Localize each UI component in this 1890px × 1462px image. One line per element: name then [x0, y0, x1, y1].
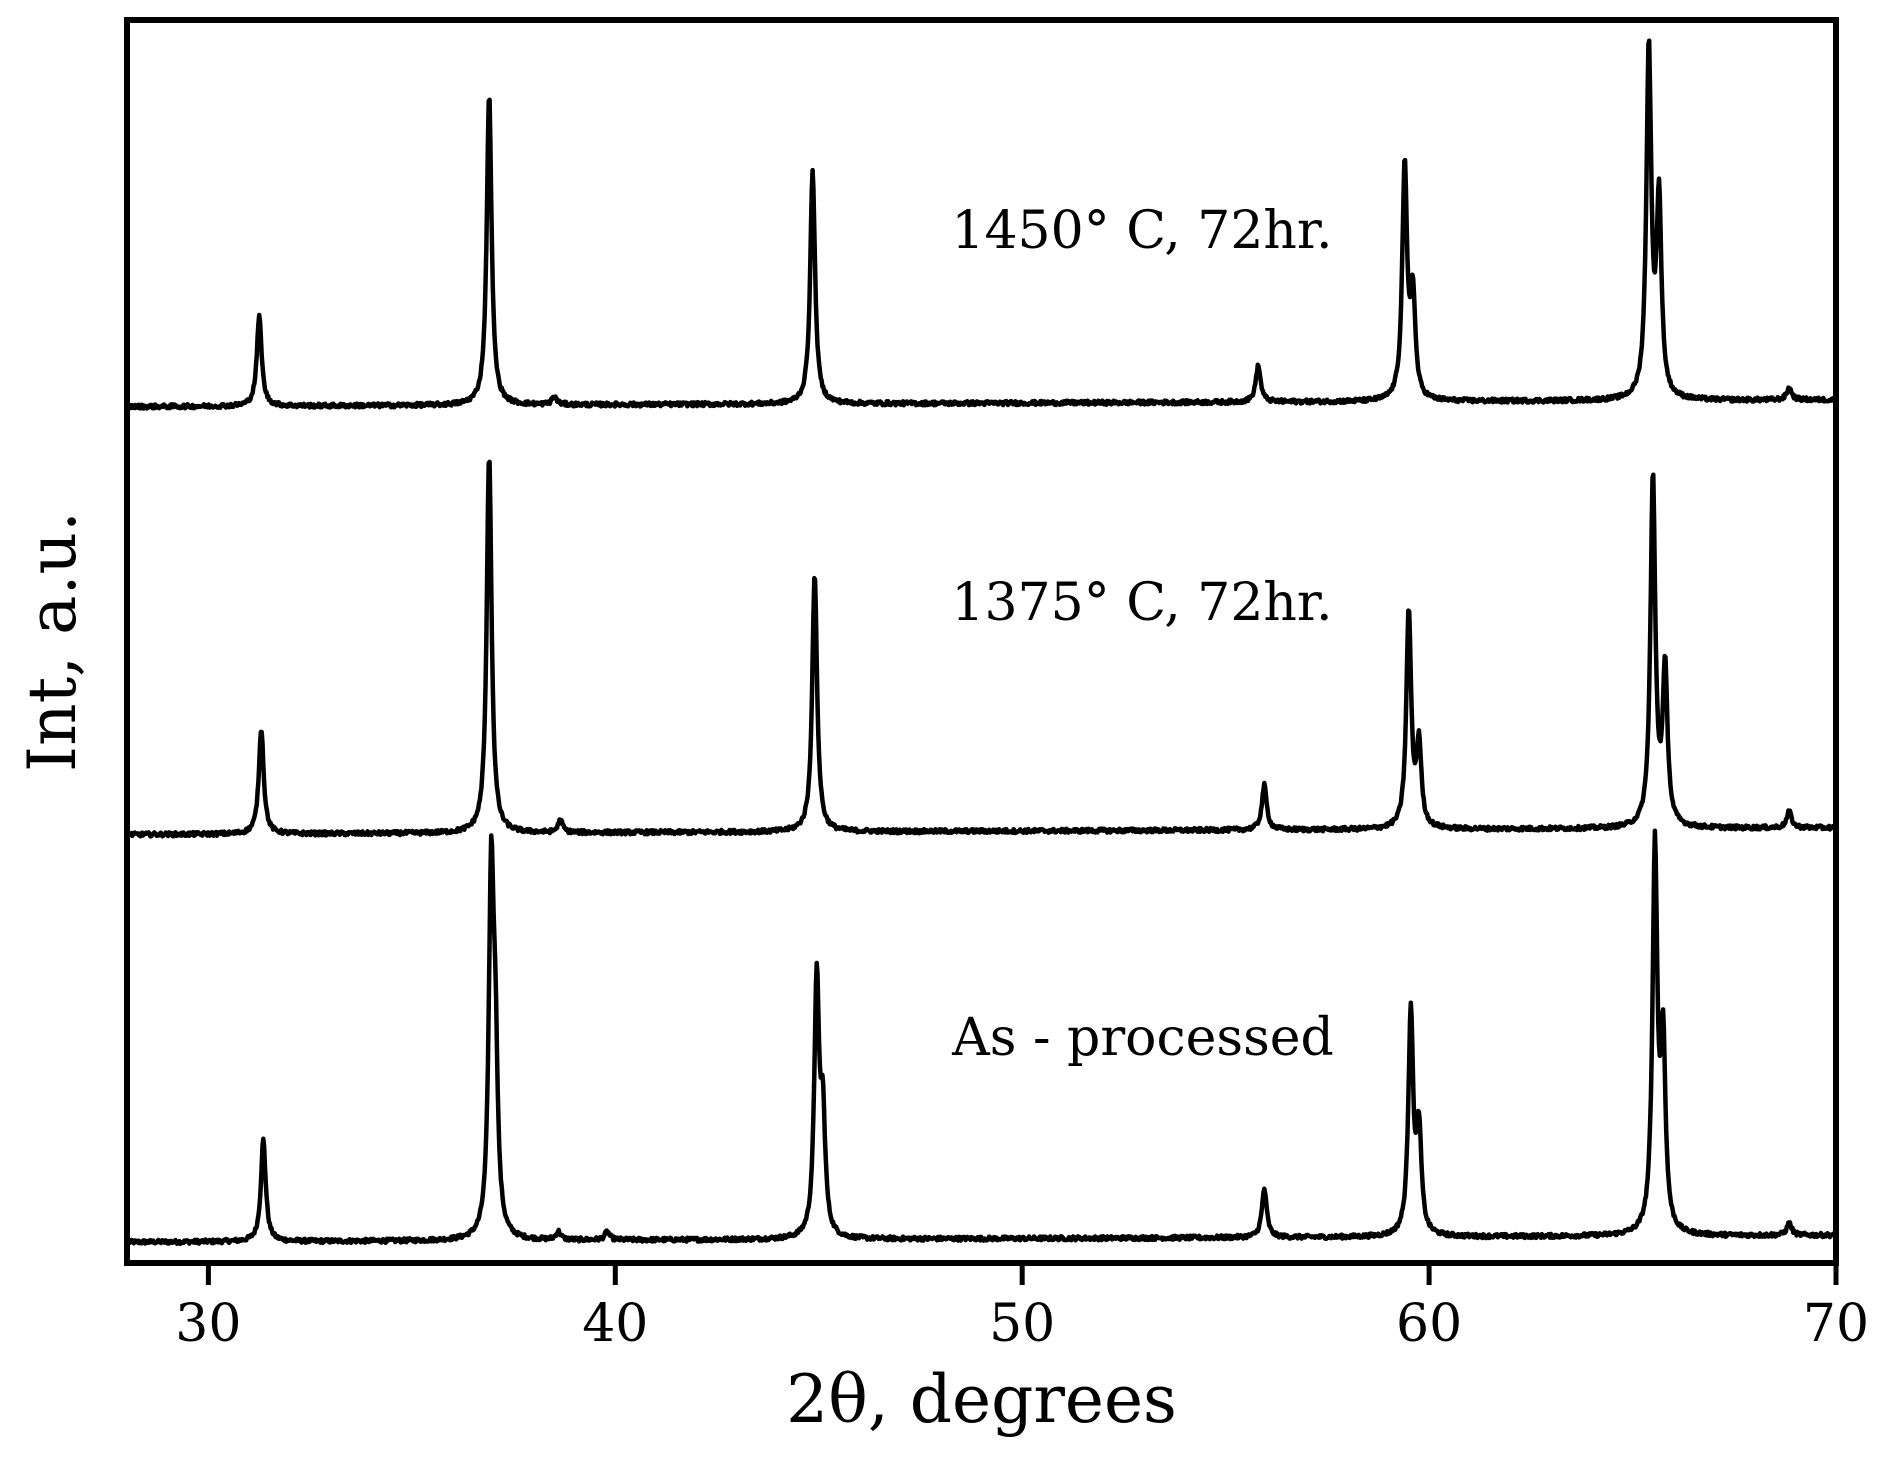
series-line-2	[126, 38, 1838, 411]
x-axis-title: 2θ, degrees	[786, 1361, 1177, 1438]
series-annotations: As - processed 1375° C, 72hr. 1450° C, 72h…	[951, 201, 1334, 1068]
series-line-1	[126, 459, 1838, 839]
y-axis-title: Int, a.u.	[14, 511, 91, 772]
series-annotation-1: 1375° C, 72hr.	[951, 573, 1332, 633]
x-tick-label-4: 70	[1803, 1294, 1869, 1354]
x-tick-label-1: 40	[582, 1294, 648, 1354]
x-tick-label-0: 30	[175, 1294, 241, 1354]
series-annotation-2: 1450° C, 72hr.	[951, 201, 1332, 261]
plot-frame	[124, 17, 1839, 1266]
series-annotation-0: As - processed	[951, 1008, 1334, 1068]
x-tick-label-3: 60	[1396, 1294, 1462, 1354]
series-layer	[126, 38, 1838, 1247]
x-axis-ticks: 30 40 50 60 70	[175, 1263, 1869, 1354]
series-line-0	[127, 828, 1838, 1247]
x-tick-label-2: 50	[989, 1294, 1055, 1354]
